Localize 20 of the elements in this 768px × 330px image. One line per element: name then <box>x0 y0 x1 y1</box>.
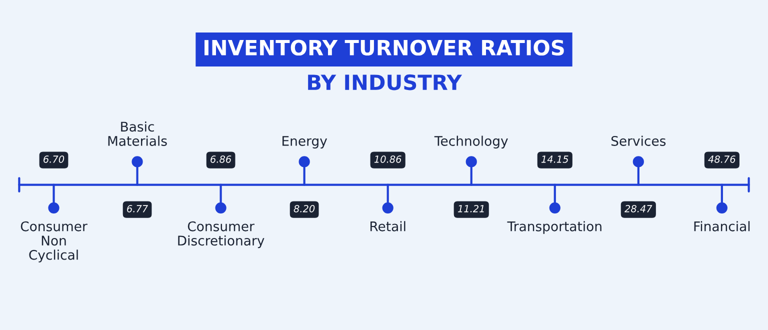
category-label: Technology <box>434 136 508 148</box>
text: INVENTORY TURNOVER RATIOS <box>204 40 564 56</box>
data-label: 11.21 <box>458 205 484 212</box>
data-label: 8.20 <box>294 205 315 212</box>
data-label: 6.77 <box>127 205 148 212</box>
category-label: Energy <box>282 136 328 148</box>
category-label: Services <box>611 136 666 146</box>
data-label: 6.70 <box>44 156 64 163</box>
data-label: 28.47 <box>624 205 652 212</box>
category-label: Consumer Non Cyclical <box>20 221 88 262</box>
data-label: 10.86 <box>374 156 402 163</box>
category-label: Financial <box>694 221 750 232</box>
text: BY INDUSTRY <box>308 74 462 90</box>
category-label: Consumer Discretionary <box>178 221 264 248</box>
category-label: Transportation <box>507 221 602 234</box>
data-label: 14.15 <box>541 156 568 163</box>
category-label: Basic Materials <box>108 121 167 146</box>
category-label: Retail <box>370 221 406 232</box>
data-label: 48.76 <box>708 156 736 163</box>
data-label: 6.86 <box>210 156 232 163</box>
